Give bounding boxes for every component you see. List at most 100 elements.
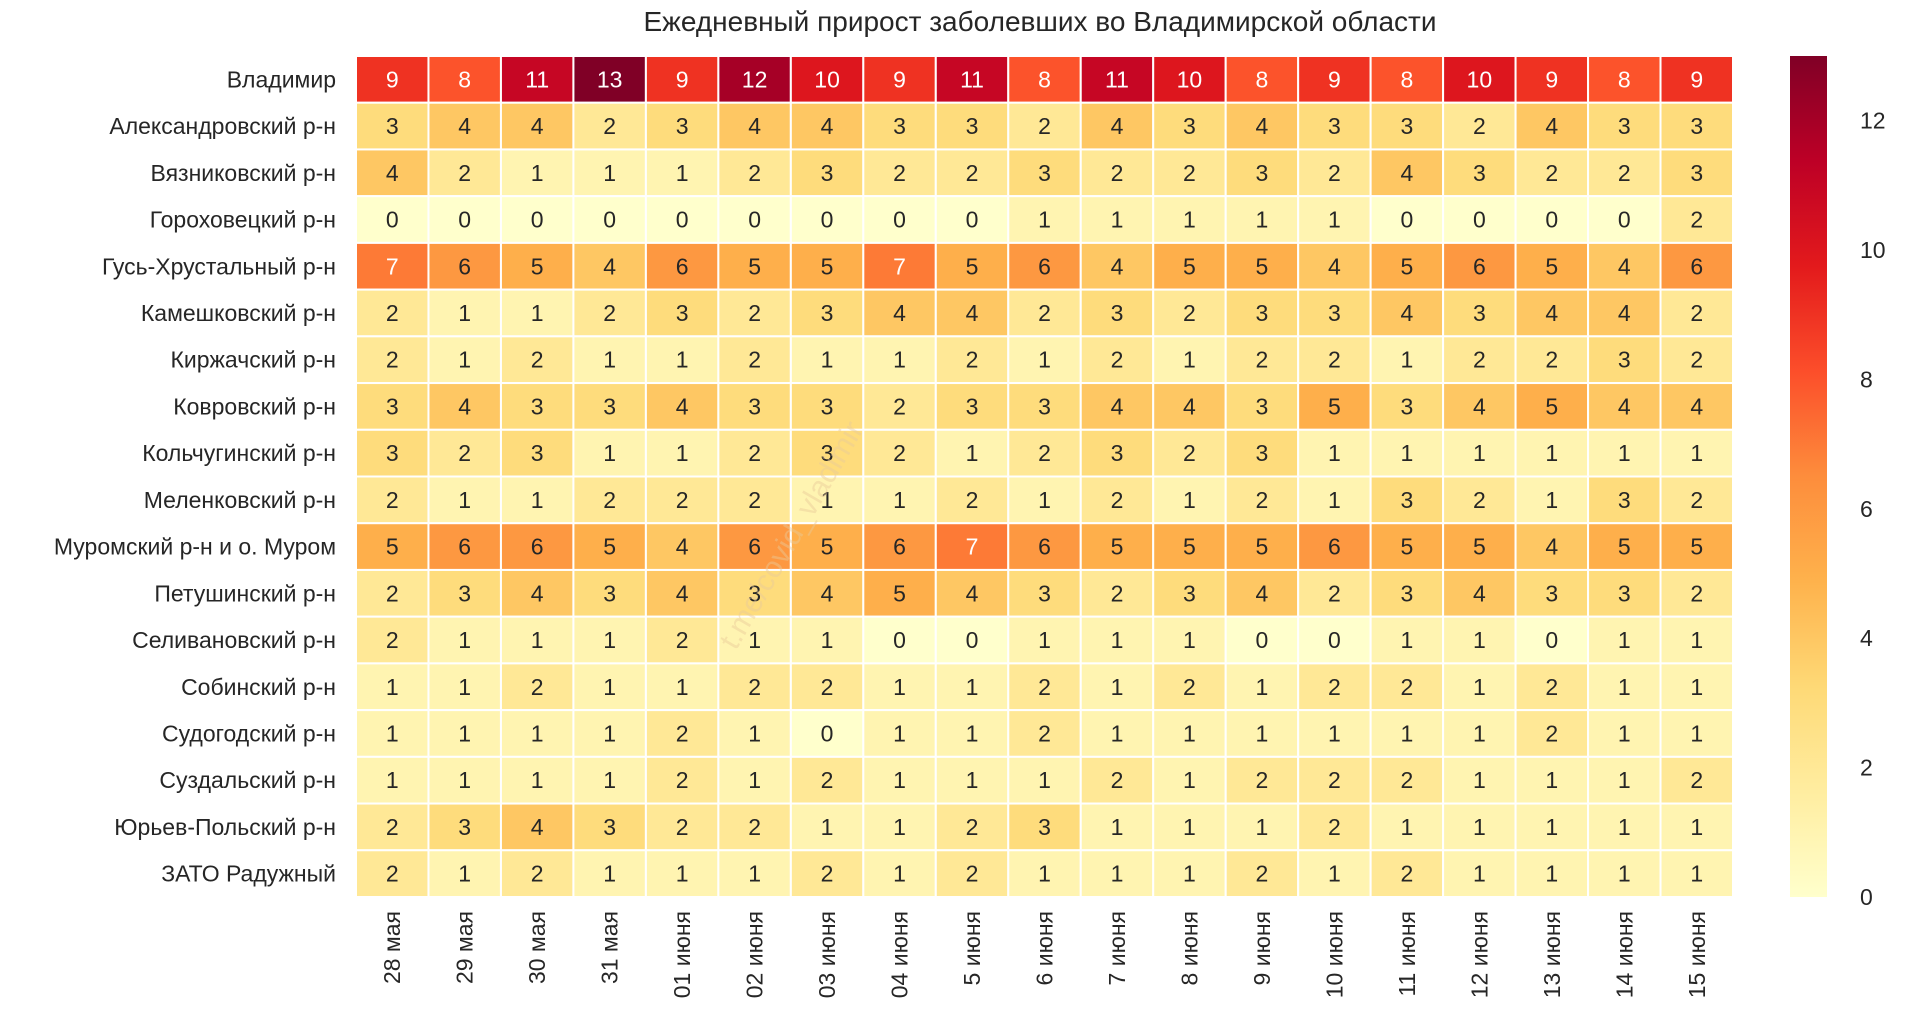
cell-value-label: 2 — [966, 347, 979, 373]
cell-value-label: 3 — [603, 580, 616, 606]
cell-value-label: 4 — [1183, 393, 1196, 419]
cell-value-label: 6 — [1038, 253, 1051, 279]
cell-value-label: 2 — [1256, 347, 1269, 373]
heatmap-cell — [1079, 241, 1155, 291]
heatmap-cell — [1659, 55, 1735, 104]
heatmap-cell — [789, 802, 865, 852]
cell-value-label: 3 — [1473, 300, 1486, 326]
cell-value-label: 2 — [1328, 580, 1341, 606]
cell-value-label: 1 — [1328, 487, 1341, 513]
cell-value-label: 1 — [1618, 814, 1631, 840]
column-label: 14 июня — [1611, 911, 1637, 998]
heatmap-cell — [499, 802, 575, 852]
heatmap-cell — [1369, 615, 1445, 665]
cell-value-label: 4 — [893, 300, 906, 326]
cell-value-label: 5 — [821, 253, 834, 279]
cell-value-label: 0 — [1473, 207, 1486, 233]
cell-value-label: 1 — [893, 347, 906, 373]
heatmap-cell — [499, 101, 575, 151]
heatmap-cell — [572, 101, 647, 151]
cell-value-label: 0 — [1328, 627, 1341, 653]
heatmap-cell — [644, 662, 720, 712]
cell-value-label: 3 — [1328, 113, 1341, 139]
cell-value-label: 4 — [676, 580, 689, 606]
heatmap-cell — [1659, 475, 1735, 525]
heatmap-cell — [862, 522, 937, 571]
heatmap-cell — [572, 522, 647, 571]
heatmap-cell — [427, 101, 502, 151]
cell-value-label: 4 — [1256, 113, 1269, 139]
heatmap-cell — [1587, 428, 1662, 478]
cell-value-label: 1 — [676, 440, 689, 466]
cell-value-label: 1 — [821, 347, 834, 373]
cell-value-label: 3 — [386, 393, 399, 419]
cell-value-label: 2 — [821, 674, 834, 700]
cell-value-label: 3 — [1111, 440, 1124, 466]
heatmap-cell — [1369, 382, 1445, 431]
column-label: 31 мая — [597, 911, 623, 984]
heatmap-cell — [717, 522, 792, 571]
row-label: Судогодский р-н — [162, 720, 336, 746]
heatmap-cell — [644, 849, 720, 898]
heatmap-cell — [1514, 522, 1590, 571]
cell-value-label: 2 — [1545, 720, 1558, 746]
heatmap-cell — [572, 148, 647, 198]
heatmap-cell — [355, 335, 430, 385]
cell-value-label: 3 — [748, 393, 761, 419]
cell-value-label: 4 — [966, 580, 979, 606]
cell-value-label: 2 — [893, 393, 906, 419]
cell-value-label: 7 — [966, 534, 979, 560]
row-label: Муромский р-н и о. Муром — [54, 534, 336, 560]
cell-value-label: 2 — [821, 767, 834, 793]
heatmap-cell — [499, 241, 575, 291]
heatmap-cell — [572, 195, 647, 244]
cell-value-label: 2 — [386, 487, 399, 513]
row-label: Кольчугинский р-н — [142, 440, 336, 466]
cell-value-label: 3 — [1256, 160, 1269, 186]
cell-value-label: 1 — [1690, 627, 1703, 653]
heatmap-cell — [355, 475, 430, 525]
cell-value-label: 1 — [1183, 720, 1196, 746]
cell-value-label: 1 — [603, 347, 616, 373]
cell-value-label: 5 — [1183, 534, 1196, 560]
cell-value-label: 1 — [1328, 861, 1341, 887]
heatmap-cell — [499, 709, 575, 758]
heatmap-cell — [1587, 709, 1662, 758]
heatmap-cell — [1442, 849, 1517, 898]
cell-value-label: 9 — [1328, 66, 1341, 92]
cell-value-label: 1 — [966, 440, 979, 466]
row-label: Александровский р-н — [109, 113, 336, 139]
heatmap-cell — [1297, 475, 1372, 525]
heatmap-cell — [1152, 522, 1227, 571]
cell-value-label: 1 — [1111, 814, 1124, 840]
heatmap-cell — [1152, 382, 1227, 431]
cell-value-label: 8 — [1400, 66, 1413, 92]
cell-value-label: 2 — [1690, 767, 1703, 793]
row-label: Ковровский р-н — [173, 393, 336, 419]
heatmap-cell — [1369, 568, 1445, 618]
heatmap-cell — [644, 522, 720, 571]
cell-value-label: 2 — [1690, 580, 1703, 606]
heatmap-cell — [427, 849, 502, 898]
cell-value-label: 1 — [1545, 814, 1558, 840]
heatmap-cell — [1297, 55, 1372, 104]
cell-value-label: 8 — [1038, 66, 1051, 92]
cell-value-label: 4 — [1473, 393, 1486, 419]
colorbar-tick-label: 10 — [1860, 237, 1886, 263]
heatmap-cell — [355, 709, 430, 758]
cell-value-label: 2 — [1038, 300, 1051, 326]
heatmap-cell — [1079, 802, 1155, 852]
cell-value-label: 2 — [1400, 861, 1413, 887]
heatmap-cell — [1514, 382, 1590, 431]
cell-value-label: 8 — [1256, 66, 1269, 92]
cell-value-label: 1 — [1400, 347, 1413, 373]
heatmap-cell — [717, 241, 792, 291]
cell-value-label: 2 — [1256, 861, 1269, 887]
heatmap-cell — [934, 288, 1010, 338]
heatmap-cell — [1587, 195, 1662, 244]
cell-value-label: 3 — [1038, 814, 1051, 840]
cell-value-label: 0 — [893, 627, 906, 653]
cell-value-label: 1 — [458, 627, 471, 653]
column-label: 7 июня — [1104, 911, 1130, 985]
